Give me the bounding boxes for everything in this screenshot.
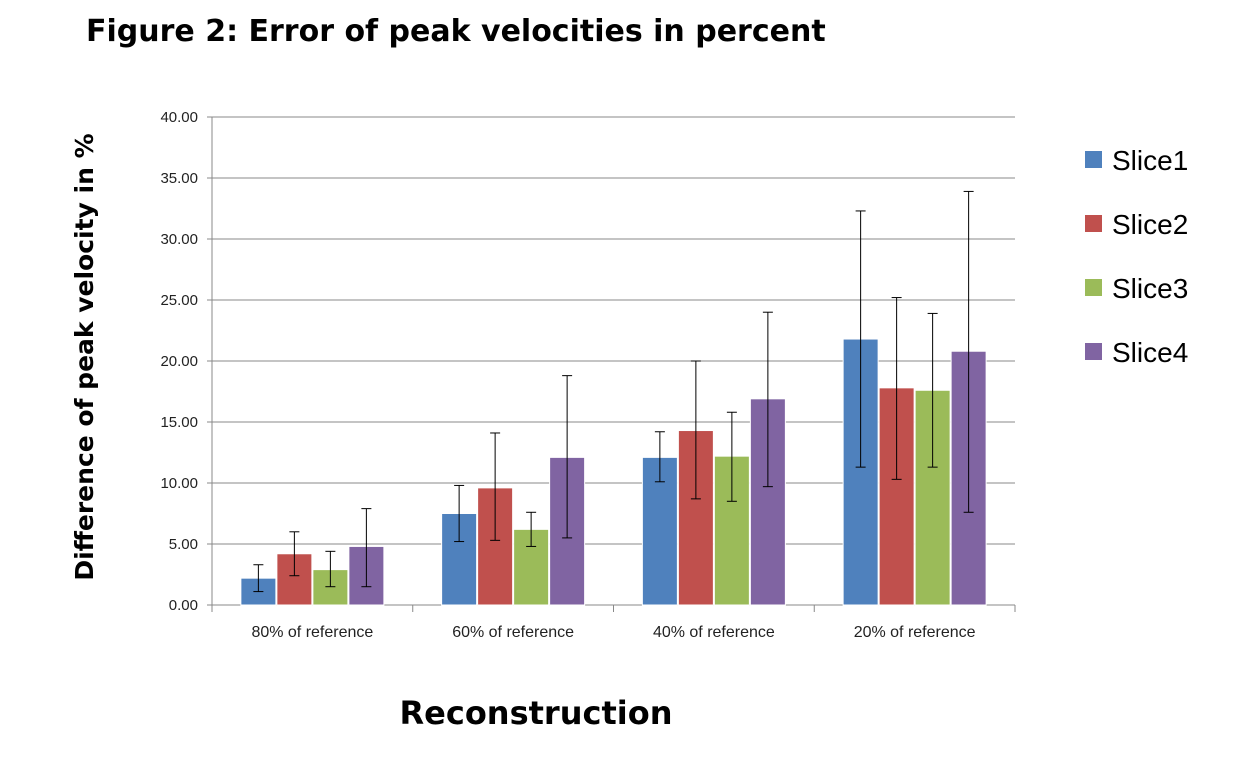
legend-item-slice4: Slice4 xyxy=(1085,337,1188,368)
error-bar-slice4 xyxy=(562,375,573,539)
x-tick-label: 80% of reference xyxy=(251,624,373,641)
x-tick-label: 60% of reference xyxy=(452,624,574,641)
error-bar-slice4 xyxy=(762,311,773,488)
x-axis-title: Reconstruction xyxy=(400,694,673,732)
error-bar-slice3 xyxy=(526,511,537,547)
x-tick-label: 20% of reference xyxy=(854,624,976,641)
x-tick-label: 40% of reference xyxy=(653,624,775,641)
legend-swatch xyxy=(1085,343,1102,360)
legend-item-slice3: Slice3 xyxy=(1085,273,1188,304)
y-tick-label: 0.00 xyxy=(169,597,198,614)
axis-labels: 0.00 5.00 10.00 15.00 20.00 25.00 30.00 35.00 40… xyxy=(70,109,976,732)
y-tick-label: 15.00 xyxy=(160,414,198,431)
figure-title: Figure 2: Error of peak velocities in pe… xyxy=(86,14,826,49)
legend-label: Slice4 xyxy=(1112,337,1188,368)
legend-swatch xyxy=(1085,151,1102,168)
y-tick-label: 20.00 xyxy=(160,353,198,370)
y-tick-label: 35.00 xyxy=(160,170,198,187)
error-bar-slice2 xyxy=(891,297,902,480)
y-axis-title: Difference of peak velocity in % xyxy=(70,133,99,580)
error-bar-slice4 xyxy=(963,190,974,513)
legend: Slice1 Slice2 Slice3 Slice4 xyxy=(1085,145,1188,368)
error-bar-slice3 xyxy=(927,312,938,468)
error-bar-slice2 xyxy=(289,531,300,577)
error-bar-slice3 xyxy=(726,411,737,502)
bars xyxy=(240,338,987,606)
legend-label: Slice3 xyxy=(1112,273,1188,304)
error-bar-slice1 xyxy=(253,564,264,593)
y-tick-label: 30.00 xyxy=(160,231,198,248)
error-bar-slice1 xyxy=(654,431,665,483)
legend-label: Slice2 xyxy=(1112,209,1188,240)
error-bars xyxy=(253,190,974,593)
error-bar-slice2 xyxy=(690,360,701,500)
legend-label: Slice1 xyxy=(1112,145,1188,176)
error-bar-slice3 xyxy=(325,550,336,588)
legend-swatch xyxy=(1085,215,1102,232)
y-tick-label: 25.00 xyxy=(160,292,198,309)
y-tick-label: 40.00 xyxy=(160,109,198,126)
gridlines xyxy=(212,116,1015,545)
error-bar-slice1 xyxy=(454,484,465,543)
legend-item-slice1: Slice1 xyxy=(1085,145,1188,176)
y-tick-label: 10.00 xyxy=(160,475,198,492)
legend-swatch xyxy=(1085,279,1102,296)
error-bar-slice4 xyxy=(361,508,372,588)
legend-item-slice2: Slice2 xyxy=(1085,209,1188,240)
error-bar-slice1 xyxy=(855,210,866,468)
y-tick-label: 5.00 xyxy=(169,536,198,553)
error-bar-slice2 xyxy=(490,432,501,541)
